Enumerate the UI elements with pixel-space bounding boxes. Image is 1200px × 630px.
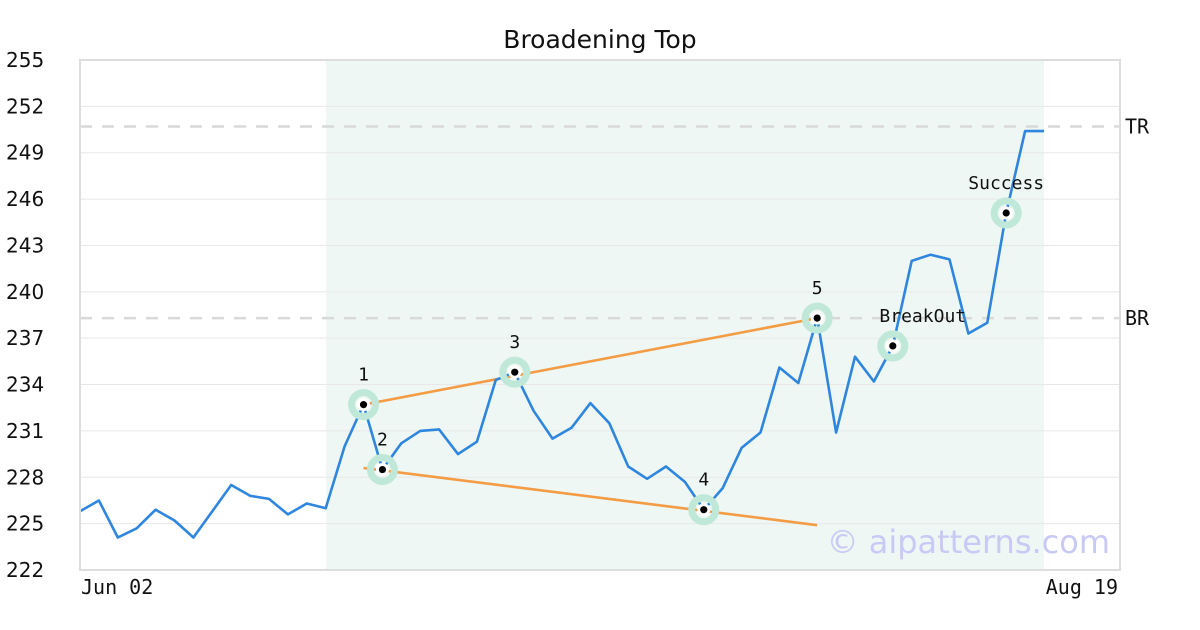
- trendlines: [363, 316, 818, 527]
- point-label-1: 1: [358, 365, 369, 386]
- point-halo-2: [366, 454, 398, 486]
- pattern-points: 1 2 3 4 5 BreakOut Success: [348, 173, 1044, 526]
- chart-title: Broadening Top: [503, 25, 696, 54]
- point-label-3: 3: [509, 332, 520, 353]
- point-label-4: 4: [698, 470, 709, 491]
- watermark: © aipatterns.com: [827, 523, 1110, 561]
- level-label-tr: TR: [1125, 114, 1150, 138]
- y-tick-label: 237: [6, 326, 44, 350]
- point-dot-3: [511, 368, 519, 376]
- y-tick-label: 234: [6, 373, 44, 397]
- point-halo-1: [348, 389, 380, 421]
- y-tick-label: 252: [6, 94, 44, 118]
- point-dot-4: [700, 506, 708, 514]
- pattern-highlight-region: [325, 60, 1045, 570]
- y-axis: 222 225 228 231 234 237 240 243 246 249 252 255: [6, 48, 44, 582]
- upper-trendline: [363, 316, 818, 406]
- x-axis: Jun 02 Aug 19: [81, 575, 1118, 599]
- y-tick-label: 228: [6, 465, 44, 489]
- point-dot-breakout: [889, 342, 897, 350]
- price-line: [79, 129, 1044, 539]
- point-label-5: 5: [812, 278, 823, 299]
- point-dot-success: [1002, 209, 1010, 217]
- y-tick-label: 249: [6, 141, 44, 165]
- level-label-br: BR: [1125, 306, 1150, 330]
- point-dot-2: [378, 465, 387, 474]
- point-dot-5: [813, 314, 821, 322]
- point-halo-4: [688, 494, 720, 526]
- x-tick-label: Jun 02: [81, 575, 153, 599]
- point-halo-success: [990, 197, 1022, 229]
- plot-frame: [79, 59, 1121, 571]
- y-tick-label: 243: [6, 233, 44, 257]
- point-halo-breakout: [877, 330, 909, 362]
- y-tick-label: 255: [6, 48, 44, 72]
- point-halo-5: [801, 302, 833, 334]
- y-tick-label: 240: [6, 280, 44, 304]
- point-dot-1: [359, 401, 368, 409]
- point-halo-3: [499, 356, 531, 388]
- point-label-breakout: BreakOut: [879, 306, 966, 327]
- point-label-success: Success: [968, 173, 1044, 194]
- level-lines: TR BR: [80, 114, 1150, 330]
- y-tick-label: 246: [6, 187, 44, 211]
- y-tick-label: 222: [6, 558, 44, 582]
- x-tick-label: Aug 19: [1046, 575, 1118, 599]
- point-label-2: 2: [377, 430, 388, 451]
- y-tick-label: 231: [6, 419, 44, 443]
- y-tick-label: 225: [6, 512, 44, 536]
- lower-trendline: [363, 466, 818, 527]
